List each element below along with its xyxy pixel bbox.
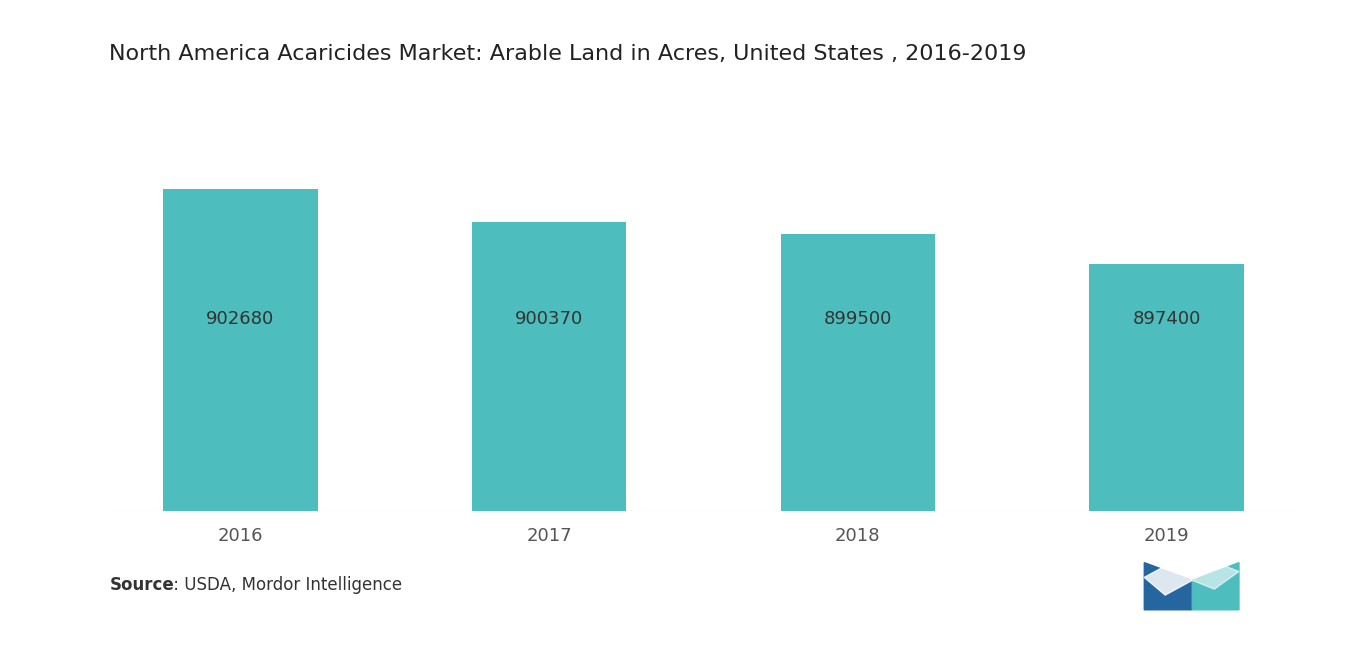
Text: North America Acaricides Market: Arable Land in Acres, United States , 2016-2019: North America Acaricides Market: Arable … bbox=[109, 44, 1027, 64]
Polygon shape bbox=[1193, 563, 1239, 610]
Text: 897400: 897400 bbox=[1132, 310, 1201, 328]
Polygon shape bbox=[1193, 563, 1239, 590]
Text: 899500: 899500 bbox=[824, 310, 892, 328]
Text: 900370: 900370 bbox=[515, 310, 583, 328]
Bar bbox=[164, 189, 318, 655]
Text: : USDA, Mordor Intelligence: : USDA, Mordor Intelligence bbox=[168, 576, 402, 593]
Text: 902680: 902680 bbox=[206, 310, 275, 328]
Text: Source: Source bbox=[109, 576, 173, 593]
Bar bbox=[1089, 264, 1243, 655]
Polygon shape bbox=[1145, 563, 1193, 610]
Bar bbox=[780, 234, 934, 655]
Polygon shape bbox=[1145, 563, 1193, 595]
Bar bbox=[473, 222, 627, 655]
